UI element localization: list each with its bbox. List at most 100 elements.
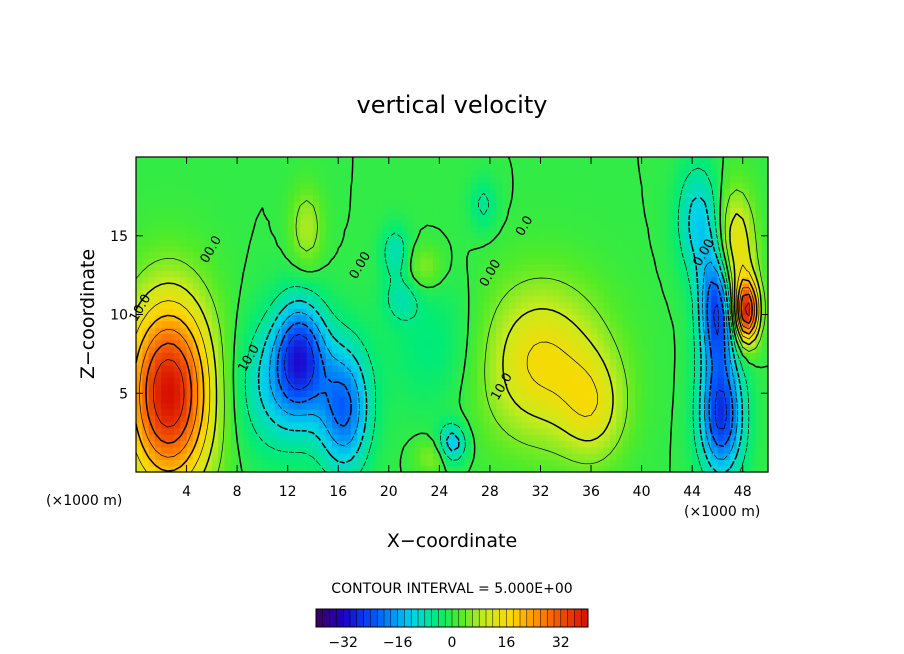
heatmap-cell (281, 220, 289, 227)
heatmap-cell (749, 295, 756, 303)
heatmap-cell (622, 276, 630, 284)
heatmap-cell (622, 188, 630, 196)
heatmap-cell (711, 333, 719, 341)
heatmap-cell (496, 339, 504, 347)
heatmap-cell (407, 352, 415, 360)
heatmap-cell (237, 402, 245, 410)
heatmap-cell (477, 446, 485, 454)
heatmap-cell (294, 459, 301, 467)
heatmap-cell (616, 377, 624, 385)
heatmap-cell (565, 427, 573, 435)
heatmap-cell (300, 182, 308, 190)
heatmap-cell (154, 402, 162, 410)
heatmap-cell (610, 232, 617, 240)
heatmap-cell (452, 194, 459, 202)
heatmap-cell (603, 276, 611, 284)
heatmap-cell (319, 226, 327, 234)
heatmap-cell (730, 377, 737, 385)
heatmap-cell (395, 220, 403, 227)
heatmap-cell (192, 207, 200, 215)
heatmap-cell (635, 226, 643, 234)
heatmap-cell (458, 371, 466, 379)
heatmap-cell (458, 226, 466, 234)
heatmap-cell (578, 364, 586, 372)
heatmap-cell (704, 440, 712, 448)
heatmap-cell (243, 440, 251, 448)
heatmap-cell (508, 346, 516, 353)
heatmap-cell (647, 427, 655, 435)
heatmap-cell (439, 257, 447, 265)
heatmap-cell (426, 301, 434, 309)
heatmap-cell (357, 346, 365, 353)
heatmap-cell (717, 409, 725, 416)
heatmap-cell (635, 232, 643, 240)
heatmap-cell (414, 383, 421, 391)
heatmap-cell (464, 465, 472, 473)
heatmap-cell (591, 346, 598, 353)
heatmap-cell (268, 245, 276, 253)
heatmap-cell (742, 314, 750, 322)
heatmap-cell (426, 314, 434, 322)
heatmap-cell (306, 276, 314, 284)
heatmap-cell (749, 201, 756, 208)
heatmap-cell (445, 415, 453, 423)
heatmap-cell (540, 182, 548, 190)
heatmap-cell (723, 314, 731, 322)
heatmap-cell (647, 371, 655, 379)
heatmap-cell (502, 283, 510, 290)
heatmap-cell (439, 446, 447, 454)
heatmap-cell (470, 213, 478, 221)
heatmap-cell (180, 320, 188, 328)
heatmap-cell (489, 371, 497, 379)
heatmap-cell (312, 327, 320, 334)
heatmap-cell (199, 358, 207, 366)
heatmap-cell (749, 238, 756, 246)
heatmap-cell (275, 264, 282, 271)
heatmap-cell (218, 251, 226, 259)
heatmap-cell (369, 201, 377, 208)
heatmap-cell (660, 440, 668, 448)
heatmap-cell (433, 396, 440, 404)
heatmap-cell (584, 346, 592, 353)
heatmap-cell (591, 364, 598, 372)
heatmap-cell (477, 157, 485, 164)
heatmap-cell (635, 358, 643, 366)
heatmap-cell (420, 364, 428, 372)
heatmap-cell (761, 358, 769, 366)
heatmap-cell (363, 434, 371, 442)
heatmap-cell (628, 213, 636, 221)
heatmap-cell (388, 207, 396, 215)
heatmap-cell (338, 276, 346, 284)
heatmap-cell (711, 220, 719, 227)
heatmap-cell (445, 251, 453, 259)
heatmap-cell (142, 308, 150, 316)
heatmap-cell (496, 390, 504, 397)
heatmap-cell (483, 270, 491, 278)
heatmap-cell (723, 459, 731, 467)
heatmap-cell (205, 308, 213, 316)
heatmap-cell (508, 163, 516, 171)
heatmap-cell (300, 308, 308, 316)
heatmap-cell (224, 402, 232, 410)
heatmap-cell (553, 213, 561, 221)
heatmap-cell (300, 169, 308, 177)
heatmap-cell (205, 314, 213, 322)
heatmap-cell (262, 459, 270, 467)
heatmap-cell (268, 295, 276, 303)
heatmap-cell (470, 232, 478, 240)
heatmap-cell (635, 352, 643, 360)
heatmap-cell (534, 402, 542, 410)
heatmap-cell (489, 163, 497, 171)
heatmap-cell (515, 308, 523, 316)
heatmap-cell (502, 226, 510, 234)
heatmap-cell (230, 188, 238, 196)
heatmap-cell (319, 421, 327, 429)
heatmap-cell (622, 220, 630, 227)
heatmap-cell (736, 396, 744, 404)
heatmap-cell (717, 346, 725, 353)
heatmap-cell (572, 226, 579, 234)
heatmap-cell (502, 157, 510, 164)
heatmap-cell (180, 276, 188, 284)
heatmap-cell (717, 308, 725, 316)
heatmap-cell (243, 364, 251, 372)
